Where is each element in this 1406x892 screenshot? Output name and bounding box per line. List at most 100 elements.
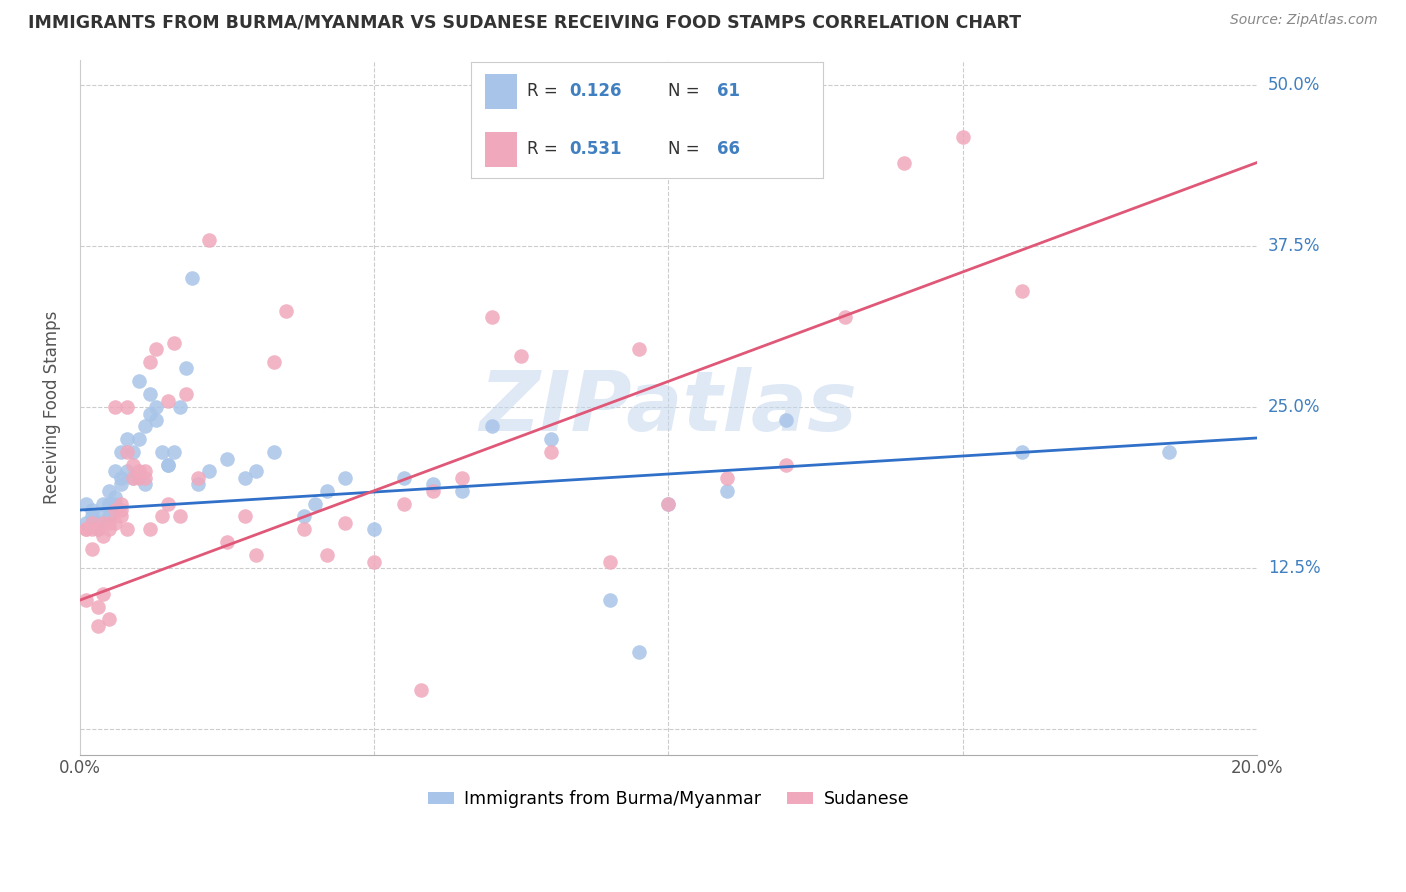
Point	[80, 541, 103, 556]
Point	[110, 497, 132, 511]
Point	[245, 465, 267, 479]
Point	[215, 535, 238, 549]
Point	[145, 400, 167, 414]
Point	[86, 516, 108, 530]
Point	[128, 471, 150, 485]
Y-axis label: Receiving Food Stamps: Receiving Food Stamps	[44, 310, 60, 504]
Point	[110, 471, 132, 485]
Point	[540, 432, 562, 446]
Point	[198, 233, 221, 247]
Text: 25.0%: 25.0%	[1268, 398, 1320, 416]
Point	[157, 393, 180, 408]
Point	[451, 471, 474, 485]
Point	[134, 465, 156, 479]
Point	[775, 413, 797, 427]
Point	[363, 554, 385, 568]
Point	[104, 400, 127, 414]
Point	[115, 432, 138, 446]
Point	[263, 445, 285, 459]
Point	[316, 548, 339, 562]
Point	[93, 516, 115, 530]
Point	[657, 497, 679, 511]
Point	[392, 497, 415, 511]
Point	[333, 516, 356, 530]
Point	[80, 522, 103, 536]
Point	[104, 516, 127, 530]
Point	[292, 509, 315, 524]
Text: IMMIGRANTS FROM BURMA/MYANMAR VS SUDANESE RECEIVING FOOD STAMPS CORRELATION CHAR: IMMIGRANTS FROM BURMA/MYANMAR VS SUDANES…	[28, 13, 1021, 31]
Text: 50.0%: 50.0%	[1268, 77, 1320, 95]
Point	[121, 471, 143, 485]
Point	[599, 554, 621, 568]
Point	[98, 483, 121, 498]
Point	[93, 587, 115, 601]
Point	[98, 612, 121, 626]
Point	[215, 451, 238, 466]
Text: ZIPatlas: ZIPatlas	[479, 367, 858, 448]
Point	[80, 516, 103, 530]
Point	[411, 683, 433, 698]
Text: 12.5%: 12.5%	[1268, 559, 1320, 577]
Point	[150, 445, 173, 459]
Legend: Immigrants from Burma/Myanmar, Sudanese: Immigrants from Burma/Myanmar, Sudanese	[420, 783, 917, 815]
Point	[198, 465, 221, 479]
Point	[274, 303, 297, 318]
Text: 0.126: 0.126	[569, 82, 621, 101]
Point	[627, 342, 650, 356]
Point	[716, 471, 738, 485]
Point	[75, 516, 97, 530]
Point	[110, 509, 132, 524]
Point	[540, 445, 562, 459]
Point	[157, 497, 180, 511]
Text: 61: 61	[717, 82, 740, 101]
Point	[145, 342, 167, 356]
Point	[128, 432, 150, 446]
Point	[180, 271, 202, 285]
Point	[115, 445, 138, 459]
Point	[174, 387, 197, 401]
Point	[75, 522, 97, 536]
Point	[93, 529, 115, 543]
Point	[1011, 445, 1033, 459]
Point	[422, 477, 444, 491]
Point	[115, 400, 138, 414]
Point	[98, 516, 121, 530]
Point	[163, 445, 186, 459]
FancyBboxPatch shape	[485, 74, 517, 109]
Point	[86, 522, 108, 536]
Point	[163, 335, 186, 350]
Point	[104, 465, 127, 479]
Point	[169, 400, 191, 414]
Point	[139, 355, 162, 369]
Point	[104, 490, 127, 504]
Point	[75, 593, 97, 607]
Point	[134, 419, 156, 434]
Text: 37.5%: 37.5%	[1268, 237, 1320, 255]
Point	[627, 644, 650, 658]
Point	[86, 599, 108, 614]
Point	[150, 509, 173, 524]
Point	[510, 349, 533, 363]
FancyBboxPatch shape	[485, 132, 517, 167]
Point	[775, 458, 797, 472]
Text: N =: N =	[668, 82, 704, 101]
Text: R =: R =	[527, 82, 564, 101]
Point	[481, 419, 503, 434]
Point	[110, 477, 132, 491]
Point	[115, 522, 138, 536]
Point	[292, 522, 315, 536]
Point	[263, 355, 285, 369]
Point	[98, 509, 121, 524]
Point	[834, 310, 856, 324]
Point	[134, 471, 156, 485]
Point	[481, 310, 503, 324]
Text: 66: 66	[717, 140, 740, 159]
Point	[98, 522, 121, 536]
Point	[716, 483, 738, 498]
Point	[75, 522, 97, 536]
Point	[86, 516, 108, 530]
Point	[121, 458, 143, 472]
Point	[599, 593, 621, 607]
Point	[104, 497, 127, 511]
Point	[157, 458, 180, 472]
